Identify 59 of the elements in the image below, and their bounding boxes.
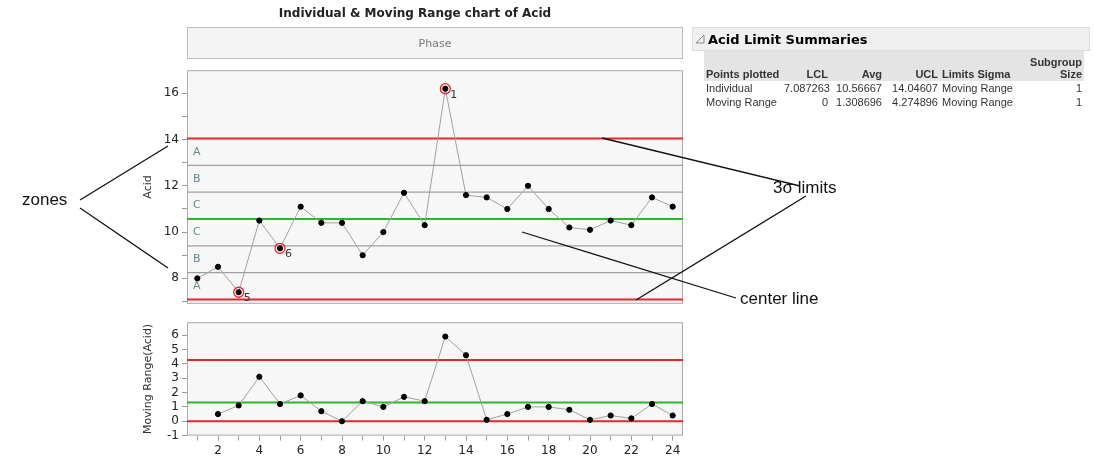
text: 1 bbox=[1074, 95, 1083, 109]
chart-subtitle: Phase bbox=[187, 27, 683, 59]
x-tick-label: 24 bbox=[665, 442, 681, 457]
text: 4.274896 bbox=[891, 95, 939, 109]
y-tick-label: 5 bbox=[171, 341, 179, 356]
x-tick-label: 20 bbox=[582, 442, 598, 457]
text: Moving Range bbox=[941, 81, 1014, 95]
x-tick-label: 2 bbox=[214, 442, 222, 457]
x-tick-label: 16 bbox=[499, 442, 515, 457]
text: LCL bbox=[782, 51, 830, 81]
annotation: C bbox=[193, 198, 201, 212]
text: zones bbox=[22, 190, 68, 210]
text: Limits Sigma bbox=[940, 51, 1028, 81]
annotation: 6 bbox=[285, 247, 292, 261]
y-tick-label: -1 bbox=[167, 427, 179, 442]
x-tick-label: 10 bbox=[375, 442, 391, 457]
x-tick-label: 22 bbox=[623, 442, 639, 457]
text: Acid Limit Summaries bbox=[708, 31, 868, 47]
y-tick-label: 6 bbox=[171, 327, 179, 342]
text: 1.308696 bbox=[835, 95, 883, 109]
x-tick-label: 12 bbox=[417, 442, 433, 457]
y-axis-title: Acid bbox=[141, 175, 155, 199]
text: 3σ limits bbox=[773, 178, 837, 198]
text: 10.56667 bbox=[835, 81, 883, 95]
y-tick-label: 16 bbox=[163, 85, 179, 100]
y-tick-label: 0 bbox=[171, 413, 179, 428]
x-tick-label: 14 bbox=[458, 442, 474, 457]
annotation: A bbox=[193, 144, 201, 158]
annotation: A bbox=[193, 278, 201, 292]
x-tick-label: 6 bbox=[296, 442, 305, 457]
y-tick-label: 10 bbox=[163, 224, 179, 239]
text: center line bbox=[740, 289, 819, 309]
x-tick-label: 18 bbox=[541, 442, 557, 457]
text: 1 bbox=[1074, 81, 1083, 95]
chart-title: Individual & Moving Range chart of Acid bbox=[277, 6, 553, 20]
annotation: B bbox=[193, 171, 201, 185]
annotation: 1 bbox=[450, 87, 458, 101]
text: 0 bbox=[820, 95, 829, 109]
annotation: B bbox=[193, 252, 201, 266]
x-tick-label: 4 bbox=[255, 442, 264, 457]
text: Subgroup Size bbox=[1028, 51, 1084, 81]
y-tick-label: 8 bbox=[171, 270, 179, 285]
text: Moving Range bbox=[705, 95, 778, 109]
text: Moving Range bbox=[941, 95, 1014, 109]
text: Points plotted bbox=[704, 51, 782, 81]
y-tick-label: 14 bbox=[163, 131, 179, 146]
y-axis-title: Moving Range(Acid) bbox=[141, 323, 155, 434]
y-tick-label: 3 bbox=[171, 370, 179, 385]
y-tick-label: 2 bbox=[171, 384, 179, 399]
text: UCL bbox=[884, 51, 940, 81]
x-tick-label: 8 bbox=[338, 442, 346, 457]
y-tick-label: 4 bbox=[171, 355, 179, 370]
text: Avg bbox=[830, 51, 884, 81]
annotation: C bbox=[193, 225, 201, 239]
y-tick-label: 1 bbox=[171, 399, 179, 414]
text: Individual bbox=[705, 81, 754, 95]
text: 14.04607 bbox=[891, 81, 939, 95]
text: 7.087263 bbox=[783, 81, 830, 95]
y-tick-label: 12 bbox=[163, 177, 179, 192]
